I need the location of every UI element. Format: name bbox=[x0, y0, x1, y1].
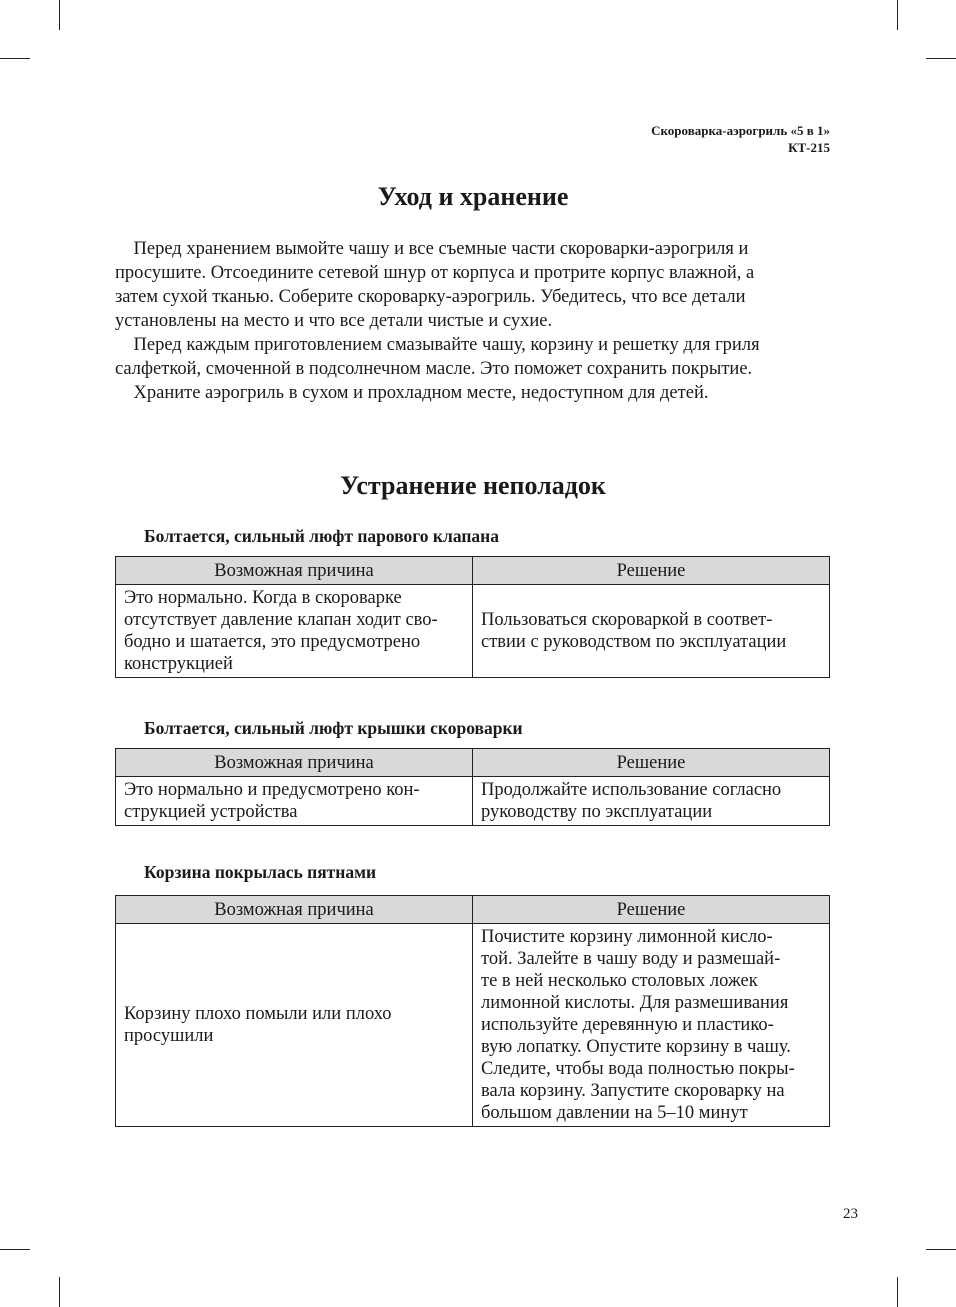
solution-cell: Продолжайте использование согласно руков… bbox=[472, 776, 830, 826]
product-name: Скороварка-аэрогриль «5 в 1» bbox=[651, 123, 830, 138]
column-header-solution: Решение bbox=[472, 556, 830, 585]
problem-heading: Корзина покрылась пятнами bbox=[144, 862, 377, 882]
cause-cell: Это нормально. Когда в скороварке отсутс… bbox=[115, 584, 473, 678]
crop-mark bbox=[59, 1277, 60, 1307]
section-title-troubleshooting: Устранение неполадок bbox=[340, 471, 606, 500]
running-header: Скороварка-аэрогриль «5 в 1» КТ-215 bbox=[651, 122, 830, 156]
column-header-solution: Решение bbox=[472, 748, 830, 777]
care-text: Перед хранением вымойте чашу и все съемн… bbox=[115, 239, 760, 403]
crop-mark bbox=[0, 1249, 30, 1250]
column-header-solution: Решение bbox=[472, 895, 830, 924]
column-header-cause: Возможная причина bbox=[115, 748, 473, 777]
column-header-cause: Возможная причина bbox=[115, 895, 473, 924]
solution-cell: Пользоваться скороваркой в соответ- стви… bbox=[472, 584, 830, 678]
problem-table: Возможная причина Решение Это нормально и… bbox=[115, 748, 830, 826]
crop-mark bbox=[926, 58, 956, 59]
problem-table: Возможная причина Решение Это нормально. … bbox=[115, 556, 830, 678]
section-title-care: Уход и хранение bbox=[377, 182, 569, 211]
problem-heading: Болтается, сильный люфт парового клапана bbox=[144, 526, 500, 546]
crop-mark bbox=[59, 0, 60, 30]
cause-cell: Это нормально и предусмотрено кон- струк… bbox=[115, 776, 473, 826]
crop-mark bbox=[897, 1277, 898, 1307]
crop-mark bbox=[926, 1249, 956, 1250]
problem-table: Возможная причина Решение Корзину плохо п… bbox=[115, 895, 830, 1127]
column-header-cause: Возможная причина bbox=[115, 556, 473, 585]
page-number: 23 bbox=[843, 1206, 858, 1222]
cause-cell: Корзину плохо помыли или плохо просушили bbox=[115, 923, 473, 1127]
crop-mark bbox=[897, 0, 898, 30]
model-number: КТ-215 bbox=[788, 140, 830, 155]
solution-cell: Почистите корзину лимонной кисло- той. З… bbox=[472, 923, 830, 1127]
problem-heading: Болтается, сильный люфт крышки скороварк… bbox=[144, 718, 523, 738]
crop-mark bbox=[0, 58, 30, 59]
